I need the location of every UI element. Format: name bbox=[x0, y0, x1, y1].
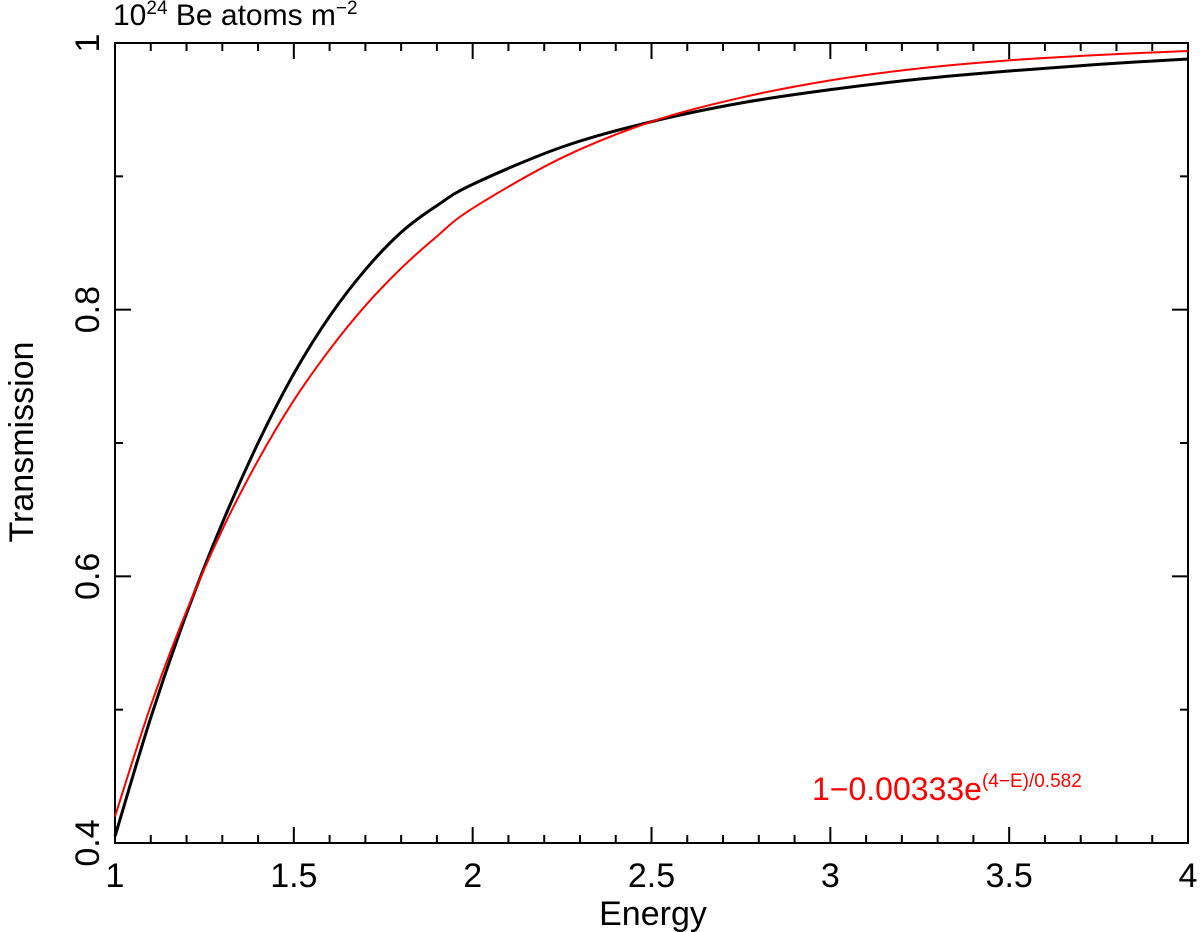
series-lines bbox=[113, 50, 1189, 837]
y-tick-label: 1 bbox=[69, 34, 107, 53]
x-tick-label: 1 bbox=[106, 857, 125, 895]
series-line-black bbox=[113, 57, 1189, 837]
subtitle-units-exponent: −2 bbox=[336, 0, 358, 19]
y-tick-label: 0.4 bbox=[69, 819, 107, 866]
subtitle-units: Be atoms m bbox=[168, 0, 336, 32]
subtitle-base: 10 bbox=[113, 0, 146, 32]
subtitle-exponent: 24 bbox=[146, 0, 168, 19]
series-line-red bbox=[114, 50, 1189, 817]
x-tick-label: 4 bbox=[1179, 857, 1198, 895]
x-tick-label: 2 bbox=[463, 857, 482, 895]
axis-ticks bbox=[114, 42, 1189, 844]
y-tick-label: 0.6 bbox=[69, 553, 107, 600]
annotation-base: 1−0.00333e bbox=[812, 771, 982, 807]
annotation-exponent: (4−E)/0.582 bbox=[982, 771, 1082, 792]
x-tick-label: 3.5 bbox=[986, 857, 1033, 895]
fit-annotation: 1−0.00333e(4−E)/0.582 bbox=[812, 771, 1082, 807]
plot-frame bbox=[114, 42, 1189, 844]
y-axis-label: Transmission bbox=[3, 342, 41, 543]
x-axis-label: Energy bbox=[599, 895, 707, 932]
tick-labels: 1 1.5 2 2.5 3 3.5 4 0.4 0.6 0.8 1 bbox=[69, 34, 1197, 895]
chart-subtitle: 1024 Be atoms m−2 bbox=[113, 0, 358, 32]
x-tick-label: 1.5 bbox=[270, 857, 317, 895]
x-tick-label: 2.5 bbox=[628, 857, 675, 895]
x-tick-label: 3 bbox=[821, 857, 840, 895]
y-tick-label: 0.8 bbox=[69, 286, 107, 333]
plot-area bbox=[114, 42, 1189, 844]
